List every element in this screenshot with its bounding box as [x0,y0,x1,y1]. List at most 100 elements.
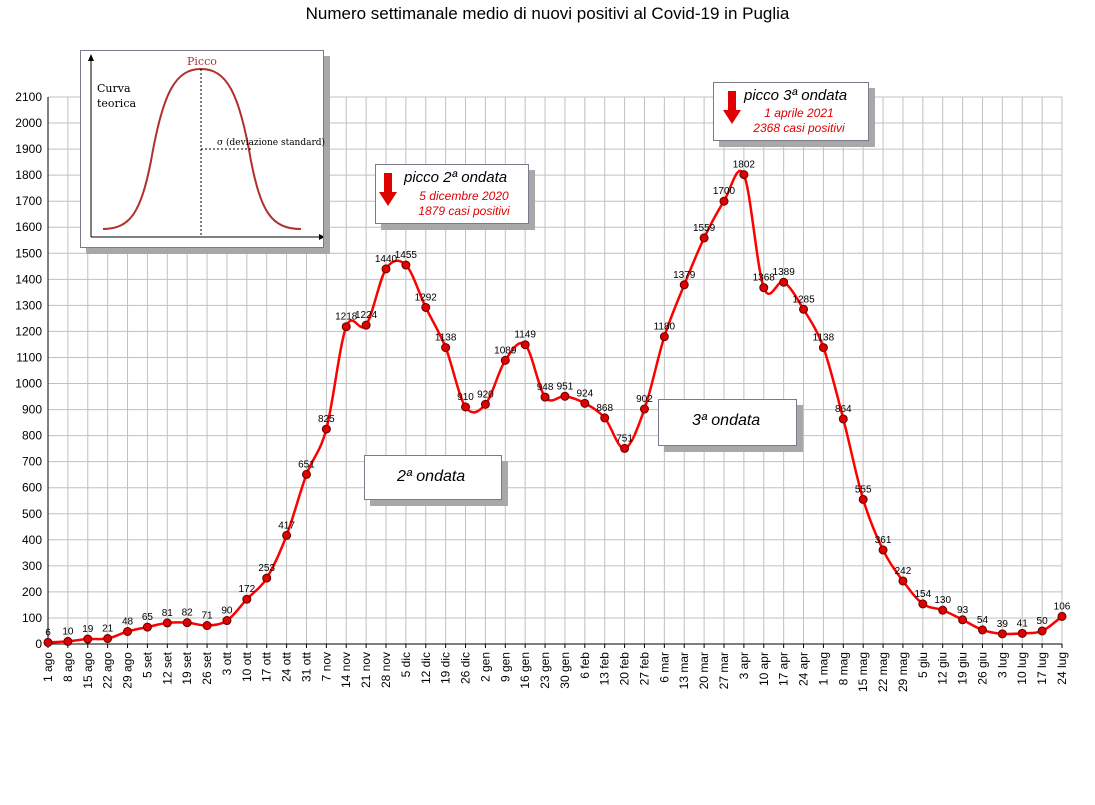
data-point [898,576,908,586]
peak3-arrow-icon [728,91,736,111]
x-tick-label: 13 mar [677,652,691,689]
data-label: 90 [221,606,233,617]
data-label: 1224 [355,310,378,321]
data-label: 154 [914,589,931,600]
data-point [620,443,630,453]
data-point [461,402,471,412]
x-tick-label: 19 set [180,651,194,684]
data-label: 1455 [395,250,418,261]
x-tick-label: 3 lug [995,652,1009,678]
x-tick-label: 17 apr [777,652,791,686]
data-point [918,599,928,609]
data-label: 242 [895,566,912,577]
y-tick-label: 700 [22,455,42,469]
data-point [242,594,252,604]
data-points [43,170,1067,647]
x-tick-label: 15 mag [856,652,870,692]
data-point [699,233,709,243]
peak2-date: 5 dicembre 2020 [419,189,509,203]
data-point [83,634,93,644]
x-tick-label: 16 gen [518,652,532,689]
x-tick-label: 21 nov [359,652,373,688]
y-tick-label: 1300 [15,298,42,312]
series-line-path [47,169,1063,644]
data-label: 902 [636,394,653,405]
x-tick-label: 17 ott [260,651,274,682]
y-tick-label: 1900 [15,142,42,156]
data-point [878,545,888,555]
x-tick-label: 19 dic [439,652,453,684]
data-point [441,343,451,353]
x-tick-label: 3 apr [737,652,751,679]
series-line [47,169,1063,644]
inset-sigma-label: σ (deviazione standard) [217,138,326,148]
data-label: 1802 [733,160,756,171]
x-tick-label: 8 mag [836,652,850,685]
inset-curve-label-line2: teorica [97,97,137,110]
data-label: 1389 [773,267,796,278]
x-tick-label: 26 dic [459,652,473,684]
data-label: 130 [934,595,951,606]
x-tick-label: 12 giu [936,652,950,685]
data-label: 825 [318,414,335,425]
axes: 0 100 200 300 400 500 600 700 800 900 1000 1100 1200… [15,90,1069,692]
x-tick-label: 12 set [160,651,174,684]
data-label: 48 [122,616,134,627]
y-tick-label: 100 [22,611,42,625]
chart-title: Numero settimanale medio di nuovi positi… [305,4,790,23]
x-tick-label: 7 nov [319,652,333,681]
inset-y-arrow-icon [88,54,94,61]
y-tick-label: 2000 [15,116,42,130]
y-tick-label: 0 [35,637,42,651]
x-tick-label: 22 mag [876,652,890,692]
y-tick-label: 300 [22,559,42,573]
data-label: 417 [278,520,295,531]
data-label: 19 [82,624,94,635]
x-tick-label: 10 lug [1015,652,1029,685]
data-label: 1379 [673,270,696,281]
x-tick-label: 14 nov [339,652,353,688]
x-tick-label: 24 apr [797,652,811,686]
data-label: 1218 [335,312,358,323]
x-tick-label: 5 giu [916,652,930,678]
x-tick-label: 15 ago [81,652,95,689]
x-tick-label: 27 mar [717,652,731,689]
x-tick-label: 23 gen [538,652,552,689]
data-label: 751 [616,433,633,444]
data-point [341,322,351,332]
data-label: 1180 [654,322,676,333]
data-label: 924 [576,388,593,399]
peak2-title: picco 2ª ondata [404,169,508,186]
peak3-cases: 2368 casi positivi [753,121,845,135]
x-tick-label: 1 ago [41,652,55,682]
y-tick-label: 1600 [15,220,42,234]
y-tick-label: 400 [22,533,42,547]
x-tick-label: 26 set [200,651,214,684]
x-tick-label: 29 mag [896,652,910,692]
data-point [301,469,311,479]
data-label: 253 [258,563,275,574]
y-tick-label: 1700 [15,194,42,208]
data-label: 910 [457,392,474,403]
inset-peak-label: Picco [187,55,217,68]
data-point [1017,628,1027,638]
data-point [1057,611,1067,621]
x-tick-label: 3 ott [220,651,234,675]
y-tick-label: 1800 [15,168,42,182]
data-label: 1138 [813,333,835,344]
data-label: 41 [1017,618,1029,629]
data-label: 1559 [693,223,716,234]
data-point [222,616,232,626]
data-point [818,343,828,353]
data-label: 1700 [713,186,736,197]
data-point [202,621,212,631]
data-label: 1285 [792,294,815,305]
data-point [361,320,371,330]
data-label: 65 [142,612,154,623]
inset-curve-label: Curva teorica [97,81,136,111]
wave3-label: 3ª ondata [692,412,761,429]
x-tick-label: 27 feb [637,652,651,686]
data-label: 868 [596,403,613,414]
peak3-arrow-head-icon [723,110,741,124]
